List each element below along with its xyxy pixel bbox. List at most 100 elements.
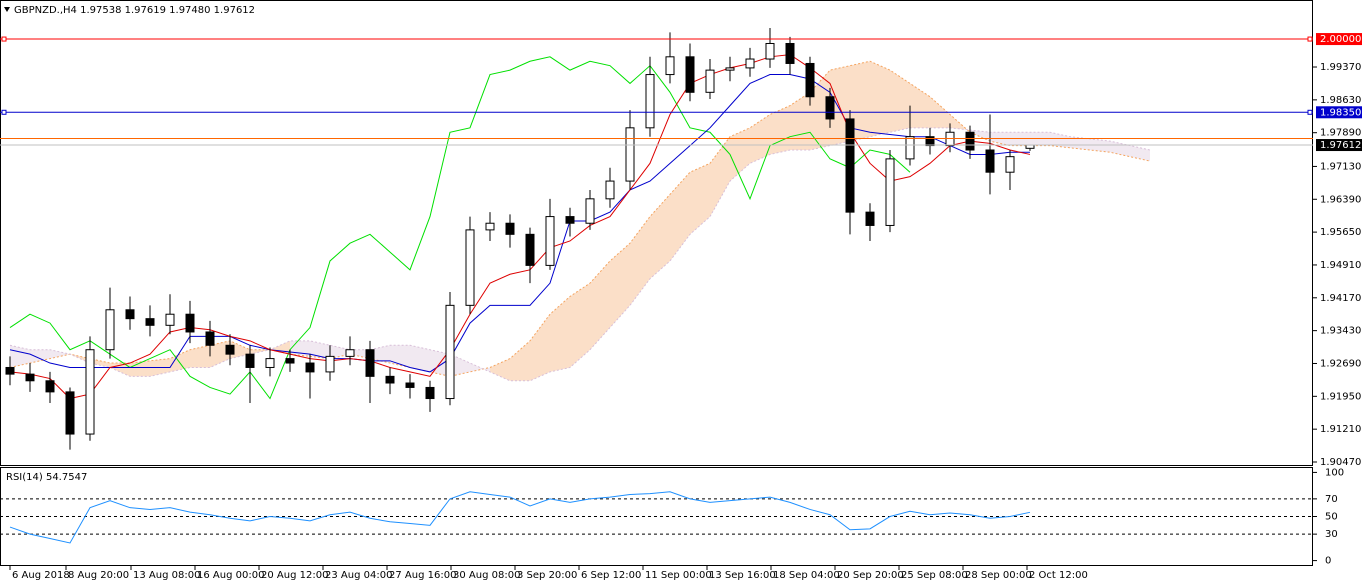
kijun-line: [9, 74, 1030, 373]
candle-body: [525, 233, 535, 266]
candle-body: [265, 358, 275, 368]
candle-body: [5, 366, 15, 375]
x-tick-label: 25 Sep 08:00: [901, 570, 968, 581]
x-tick-label: 11 Sep 00:00: [645, 570, 712, 581]
candle-body: [425, 386, 435, 400]
cloud-segment: [130, 360, 150, 377]
candle-body: [345, 349, 355, 357]
candle-body: [985, 149, 995, 173]
candle-body: [865, 211, 875, 226]
candle-body: [285, 358, 295, 364]
candle-body: [825, 96, 835, 120]
cloud-segment: [510, 340, 530, 381]
x-tick-label: 20 Aug 12:00: [261, 570, 328, 581]
cloud-segment: [850, 61, 870, 142]
candle-body: [905, 136, 915, 160]
x-tick-label: 30 Aug 08:00: [453, 570, 520, 581]
candle-body: [665, 56, 675, 76]
candle-body: [305, 362, 315, 373]
cloud-segment: [530, 314, 550, 381]
y-tick-label: 1.93430: [1320, 326, 1361, 337]
y-tick-label: 30: [1325, 529, 1338, 540]
cloud-segment: [910, 83, 930, 128]
candle-body: [185, 313, 195, 333]
cloud-segment: [650, 194, 670, 279]
rsi-title: RSI(14) 54.7547: [6, 472, 87, 483]
x-tick-label: 8 Aug 20:00: [68, 570, 129, 581]
candle-body: [145, 318, 155, 326]
candle-body: [105, 309, 115, 351]
line-handle: [1, 109, 7, 115]
senkou-span-a: [9, 60, 1151, 377]
y-tick-label: 1.90470: [1320, 457, 1361, 468]
cloud-segment: [230, 340, 250, 359]
y-tick-label: 0: [1325, 556, 1331, 567]
price-label: 1.97612: [1320, 140, 1361, 151]
candle-body: [25, 373, 35, 382]
cloud-segment: [370, 345, 390, 364]
candle-body: [605, 180, 615, 200]
candle-body: [585, 198, 595, 224]
candle-body: [745, 58, 755, 69]
price-label-box: [1316, 33, 1362, 46]
chikou-line: [9, 56, 911, 400]
cloud-segment: [890, 70, 910, 133]
candle-body: [505, 222, 515, 235]
cloud-segment: [1050, 132, 1070, 148]
cloud-segment: [30, 349, 50, 364]
main-panel: [0, 0, 1313, 466]
candle-body: [565, 216, 575, 224]
cloud-segment: [90, 358, 110, 368]
candle-body: [685, 56, 695, 93]
price-label: 1.98350: [1320, 107, 1361, 118]
chart-title: GBPNZD.,H4 1.97538 1.97619 1.97480 1.976…: [14, 5, 255, 16]
cloud-segment: [190, 345, 210, 368]
candle-body: [205, 331, 215, 346]
y-tick-label: 1.98630: [1320, 95, 1361, 106]
candle-body: [965, 131, 975, 151]
cloud-segment: [570, 283, 590, 368]
cloud-segment: [1070, 136, 1090, 151]
line-handle: [1, 36, 7, 42]
cloud-segment: [630, 216, 650, 306]
cloud-segment: [170, 349, 190, 372]
y-tick-label: 70: [1325, 494, 1338, 505]
cloud-segment: [450, 354, 470, 377]
line-handle: [1307, 36, 1313, 42]
x-tick-label: 18 Sep 04:00: [773, 570, 840, 581]
candle-body: [325, 355, 335, 373]
cloud-segment: [410, 345, 430, 372]
x-tick-label: 13 Sep 16:00: [709, 570, 776, 581]
cloud-segment: [490, 358, 510, 381]
cloud-segment: [610, 243, 630, 328]
cloud-segment: [390, 345, 410, 368]
candle-body: [365, 349, 375, 377]
y-tick-label: 1.96390: [1320, 194, 1361, 205]
x-tick-label: 6 Aug 2018: [12, 570, 70, 581]
x-tick-label: 16 Aug 00:00: [197, 570, 264, 581]
candle-body: [85, 349, 95, 435]
candle-body: [545, 216, 555, 266]
cloud-segment: [1090, 138, 1110, 153]
candle-body: [845, 118, 855, 213]
cloud-segment: [350, 349, 370, 359]
cloud-segment: [310, 340, 330, 359]
cloud-segment: [50, 349, 70, 359]
candle-body: [805, 62, 815, 98]
cloud-segment: [590, 260, 610, 350]
cloud-segment: [870, 61, 890, 137]
x-tick-label: 13 Aug 08:00: [133, 570, 200, 581]
x-tick-label: 23 Aug 04:00: [325, 570, 392, 581]
x-tick-label: 27 Aug 16:00: [389, 570, 456, 581]
candle-body: [385, 375, 395, 384]
x-tick-label: 3 Sep 20:00: [517, 570, 577, 581]
cloud-segment: [810, 70, 830, 151]
cloud-segment: [1130, 145, 1150, 162]
cloud-segment: [210, 340, 230, 368]
x-tick-label: 2 Oct 12:00: [1029, 570, 1088, 581]
candle-body: [785, 42, 795, 64]
x-tick-label: 28 Sep 00:00: [965, 570, 1032, 581]
line-handle: [1307, 109, 1313, 115]
cloud-segment: [770, 105, 790, 155]
